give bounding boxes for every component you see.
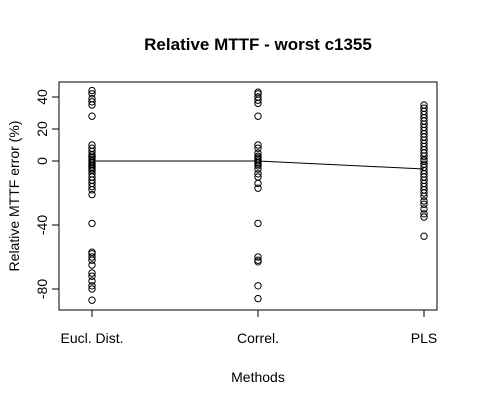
point-0-24 [88,182,96,191]
point-0-25 [88,186,96,194]
point-0-37 [88,285,96,293]
y-tick-label-3: 20 [34,121,50,137]
point-0-30 [88,253,96,261]
point-2-16 [420,152,428,160]
x-axis-label: Methods [231,369,285,385]
x-tick-label-1: Correl. [237,330,279,346]
point-1-6 [254,141,262,149]
point-0-31 [88,256,96,264]
point-0-3 [88,98,96,106]
point-1-3 [254,96,262,104]
point-1-22 [254,253,262,261]
point-1-16 [254,165,262,173]
point-2-32 [420,205,428,213]
point-1-17 [254,170,262,178]
point-2-35 [420,232,428,240]
point-0-34 [88,272,96,280]
point-0-32 [88,261,96,269]
point-1-5 [254,112,262,120]
y-tick-label-4: 40 [34,89,50,105]
point-0-5 [88,112,96,120]
point-1-25 [254,282,262,290]
point-0-36 [88,282,96,290]
point-2-28 [420,189,428,197]
point-0-4 [88,101,96,109]
point-0-38 [88,296,96,304]
point-0-26 [88,190,96,199]
y-tick-label-1: -40 [34,215,50,235]
point-1-20 [254,184,262,192]
x-tick-label-0: Eucl. Dist. [60,330,123,346]
point-2-31 [420,200,428,208]
y-tick-label-2: 0 [34,157,50,165]
point-1-4 [254,99,262,108]
point-1-19 [254,179,262,188]
point-2-33 [420,210,428,218]
point-1-26 [254,294,262,303]
x-tick-label-2: PLS [411,330,437,346]
plot-area-frame [58,81,438,311]
point-0-27 [88,219,96,228]
point-0-35 [88,277,96,285]
point-0-1 [88,90,96,98]
y-tick-label-0: -80 [34,279,50,299]
y-axis-label: Relative MTTF error (%) [6,121,22,272]
point-2-34 [420,213,428,221]
point-2-30 [420,197,428,205]
chart-title: Relative MTTF - worst c1355 [144,35,372,54]
point-1-7 [254,144,262,152]
point-0-0 [88,86,96,95]
point-0-33 [88,269,96,277]
point-1-15 [254,162,262,170]
point-1-21 [254,219,262,228]
point-2-29 [420,192,428,200]
point-1-24 [254,258,262,266]
